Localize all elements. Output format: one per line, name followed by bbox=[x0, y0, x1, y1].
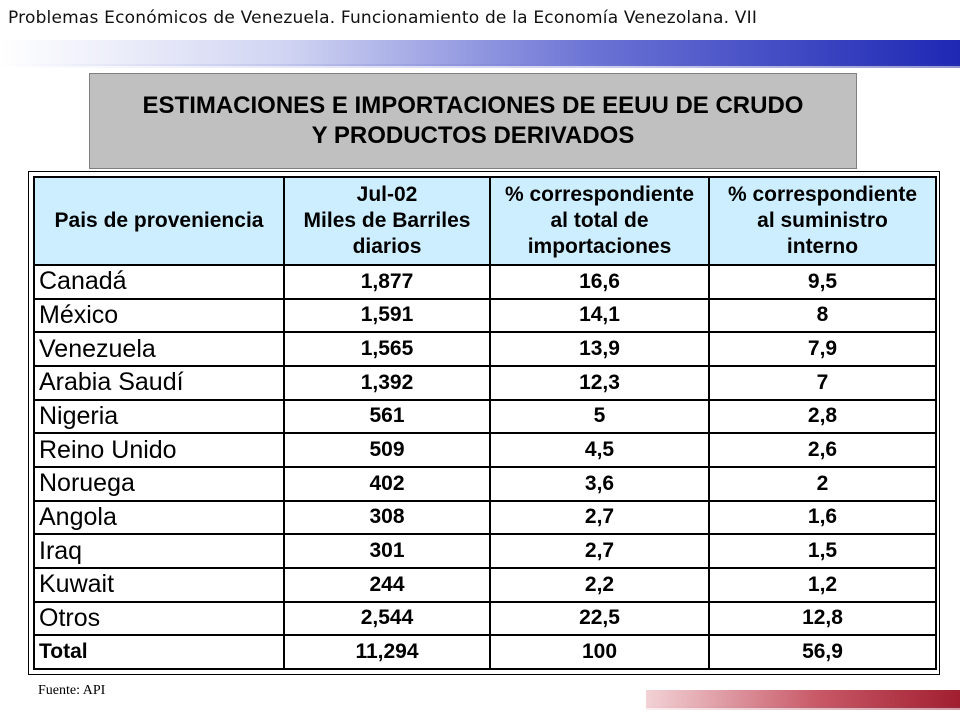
pct-supply-cell: 1,2 bbox=[708, 566, 937, 603]
barrels-cell: 509 bbox=[283, 432, 491, 468]
header-gradient-bar bbox=[0, 40, 960, 66]
footer-bar-shadow bbox=[646, 706, 960, 710]
pct-imports-cell: 4,5 bbox=[489, 432, 710, 468]
table-title-box: ESTIMACIONES E IMPORTACIONES DE EEUU DE … bbox=[89, 73, 857, 169]
header-bar-shadow bbox=[0, 64, 960, 68]
table-row: Arabia Saudí 1,392 12,3 7 bbox=[33, 364, 937, 401]
imports-table: Pais de proveniencia Jul-02 Miles de Bar… bbox=[33, 176, 937, 670]
barrels-cell: 2,544 bbox=[283, 600, 491, 637]
barrels-cell: 1,565 bbox=[283, 331, 491, 367]
table-row: Nigeria 561 5 2,8 bbox=[33, 398, 937, 435]
pct-supply-cell: 1,6 bbox=[708, 499, 937, 536]
table-title-line-2: Y PRODUCTOS DERIVADOS bbox=[311, 122, 635, 149]
table-row: Otros 2,544 22,5 12,8 bbox=[33, 600, 937, 637]
pct-supply-cell: 7 bbox=[708, 364, 937, 401]
country-cell: Otros bbox=[33, 600, 285, 637]
footer-gradient-bar bbox=[646, 690, 960, 708]
pct-supply-cell: 2,6 bbox=[708, 432, 937, 468]
table-row: Noruega 402 3,6 2 bbox=[33, 465, 937, 502]
table-row: Venezuela 1,565 13,9 7,9 bbox=[33, 331, 937, 367]
barrels-cell: 244 bbox=[283, 566, 491, 603]
total-label-cell: Total bbox=[33, 634, 285, 670]
country-cell: Noruega bbox=[33, 465, 285, 502]
barrels-cell: 301 bbox=[283, 533, 491, 569]
country-cell: Kuwait bbox=[33, 566, 285, 603]
header-country: Pais de proveniencia bbox=[33, 176, 285, 266]
pct-imports-cell: 5 bbox=[489, 398, 710, 435]
country-cell: Angola bbox=[33, 499, 285, 536]
total-pct-imports-cell: 100 bbox=[489, 634, 710, 670]
total-barrels-cell: 11,294 bbox=[283, 634, 491, 670]
country-cell: Reino Unido bbox=[33, 432, 285, 468]
source-note: Fuente: API bbox=[38, 683, 106, 698]
country-cell: Arabia Saudí bbox=[33, 364, 285, 401]
pct-supply-cell: 7,9 bbox=[708, 331, 937, 367]
pct-supply-cell: 2,8 bbox=[708, 398, 937, 435]
barrels-cell: 1,392 bbox=[283, 364, 491, 401]
table-row: Reino Unido 509 4,5 2,6 bbox=[33, 432, 937, 468]
pct-imports-cell: 2,7 bbox=[489, 499, 710, 536]
header-pct-imports: % correspondiente al total de importacio… bbox=[489, 176, 710, 266]
barrels-cell: 1,591 bbox=[283, 297, 491, 334]
pct-imports-cell: 13,9 bbox=[489, 331, 710, 367]
pct-supply-cell: 1,5 bbox=[708, 533, 937, 569]
table-header-row: Pais de proveniencia Jul-02 Miles de Bar… bbox=[33, 176, 937, 266]
pct-supply-cell: 9,5 bbox=[708, 264, 937, 300]
table-row: Iraq 301 2,7 1,5 bbox=[33, 533, 937, 569]
pct-imports-cell: 2,2 bbox=[489, 566, 710, 603]
pct-imports-cell: 2,7 bbox=[489, 533, 710, 569]
pct-supply-cell: 12,8 bbox=[708, 600, 937, 637]
total-pct-supply-cell: 56,9 bbox=[708, 634, 937, 670]
header-barrels: Jul-02 Miles de Barriles diarios bbox=[283, 176, 491, 266]
country-cell: Venezuela bbox=[33, 331, 285, 367]
pct-imports-cell: 3,6 bbox=[489, 465, 710, 502]
country-cell: Nigeria bbox=[33, 398, 285, 435]
country-cell: Iraq bbox=[33, 533, 285, 569]
barrels-cell: 561 bbox=[283, 398, 491, 435]
country-cell: México bbox=[33, 297, 285, 334]
table-row: Canadá 1,877 16,6 9,5 bbox=[33, 264, 937, 300]
table-total-row: Total 11,294 100 56,9 bbox=[33, 634, 937, 670]
barrels-cell: 402 bbox=[283, 465, 491, 502]
table-title-line-1: ESTIMACIONES E IMPORTACIONES DE EEUU DE … bbox=[142, 92, 804, 119]
barrels-cell: 1,877 bbox=[283, 264, 491, 300]
pct-imports-cell: 16,6 bbox=[489, 264, 710, 300]
country-cell: Canadá bbox=[33, 264, 285, 300]
header-pct-supply: % correspondiente al suministro interno bbox=[708, 176, 937, 266]
table-row: Kuwait 244 2,2 1,2 bbox=[33, 566, 937, 603]
pct-supply-cell: 2 bbox=[708, 465, 937, 502]
pct-imports-cell: 22,5 bbox=[489, 600, 710, 637]
table-row: México 1,591 14,1 8 bbox=[33, 297, 937, 334]
table-row: Angola 308 2,7 1,6 bbox=[33, 499, 937, 536]
pct-imports-cell: 14,1 bbox=[489, 297, 710, 334]
pct-imports-cell: 12,3 bbox=[489, 364, 710, 401]
imports-table-frame: Pais de proveniencia Jul-02 Miles de Bar… bbox=[28, 171, 940, 675]
barrels-cell: 308 bbox=[283, 499, 491, 536]
pct-supply-cell: 8 bbox=[708, 297, 937, 334]
slide-header-title: Problemas Económicos de Venezuela. Funci… bbox=[8, 8, 758, 28]
